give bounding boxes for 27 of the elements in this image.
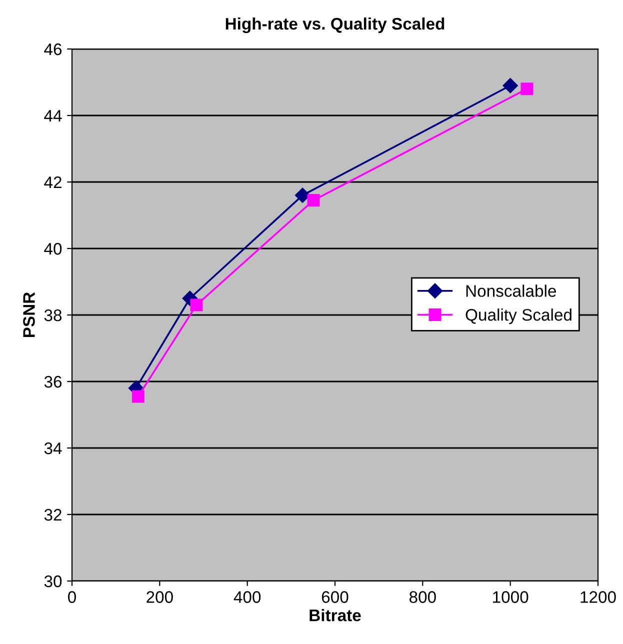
legend-label: Quality Scaled [466, 308, 572, 324]
y-tick-label: 36 [44, 376, 62, 388]
y-tick-label: 30 [44, 575, 62, 588]
point [307, 194, 320, 207]
x-axis-title: Bitrate [310, 609, 361, 622]
x-tick-label: 400 [234, 591, 261, 603]
y-tick-label: 32 [44, 508, 62, 521]
x-tick-label: 800 [409, 591, 436, 603]
point [502, 78, 518, 94]
y-tick-label: 34 [44, 442, 62, 454]
legend-label: Nonscalable [466, 284, 556, 297]
y-tick-label: 44 [44, 110, 62, 122]
y-tick-label: 38 [44, 309, 62, 322]
y-axis-title: PSNR [23, 292, 35, 338]
x-tick-label: 200 [146, 591, 173, 603]
y-tick-label: 40 [44, 242, 62, 255]
y-tick-label: 46 [44, 43, 62, 56]
x-tick-label: 0 [68, 591, 76, 603]
x-tick-label: 1200 [580, 591, 616, 603]
y-tick-label: 42 [44, 176, 62, 188]
chart-title: High-rate vs. Quality Scaled [226, 17, 444, 34]
point [520, 82, 534, 96]
x-tick-label: 600 [322, 591, 348, 603]
point [132, 390, 144, 403]
x-tick-label: 1000 [493, 591, 528, 603]
point [190, 298, 203, 312]
point [294, 188, 310, 203]
